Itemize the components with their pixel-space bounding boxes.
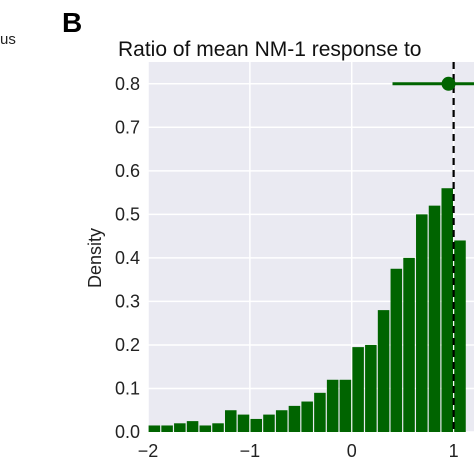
y-axis-label: Density <box>85 228 105 288</box>
x-tick-label: −1 <box>240 441 261 461</box>
histogram-bar <box>174 423 186 432</box>
histogram-bar <box>416 214 428 432</box>
histogram-bar <box>365 344 377 432</box>
histogram-bar <box>288 405 301 432</box>
histogram-bar <box>441 188 454 432</box>
y-tick-label: 0.5 <box>115 204 140 224</box>
y-tick-label: 0.0 <box>115 422 140 442</box>
histogram-bar <box>403 257 415 432</box>
histogram-bar <box>390 268 403 432</box>
histogram-bar <box>428 205 441 432</box>
histogram-bar <box>250 418 263 432</box>
grid-lines <box>147 62 474 433</box>
histogram-bar <box>339 379 352 432</box>
y-tick-label: 0.3 <box>115 291 140 311</box>
histogram-bar <box>148 425 161 432</box>
x-tick-labels: −2 −1 0 1 <box>138 441 459 461</box>
point-estimate-group <box>392 76 474 91</box>
histogram-bar <box>186 421 199 432</box>
histogram-bar <box>212 423 224 432</box>
point-estimate-marker <box>441 76 456 91</box>
x-tick-label: 0 <box>347 441 357 461</box>
y-tick-label: 0.8 <box>115 74 140 94</box>
histogram-bar <box>237 414 250 432</box>
histogram-bar <box>377 310 390 432</box>
y-tick-label: 0.2 <box>115 335 140 355</box>
panel-letter: B <box>62 7 82 38</box>
chart-title: Ratio of mean NM-1 response to <box>118 38 421 61</box>
left-panel-text-fragment: us <box>0 31 16 48</box>
histogram-bar <box>225 410 237 432</box>
histogram-bar <box>314 392 326 432</box>
histogram-bar <box>301 401 313 432</box>
histogram-bars <box>148 188 466 432</box>
x-tick-label: 1 <box>449 441 459 461</box>
histogram-bar <box>199 425 212 432</box>
y-tick-labels: 0.0 0.1 0.2 0.3 0.4 0.5 0.6 0.7 0.8 <box>115 74 140 442</box>
y-tick-label: 0.1 <box>115 378 140 398</box>
histogram-bar <box>161 425 173 432</box>
histogram-bar <box>454 240 466 432</box>
histogram-bar <box>263 414 275 432</box>
y-tick-label: 0.7 <box>115 117 140 137</box>
histogram-bar <box>352 347 364 432</box>
histogram-bar <box>326 379 339 432</box>
x-tick-label: −2 <box>138 441 159 461</box>
y-tick-label: 0.4 <box>115 248 140 268</box>
y-tick-label: 0.6 <box>115 161 140 181</box>
histogram-bar <box>275 410 288 432</box>
